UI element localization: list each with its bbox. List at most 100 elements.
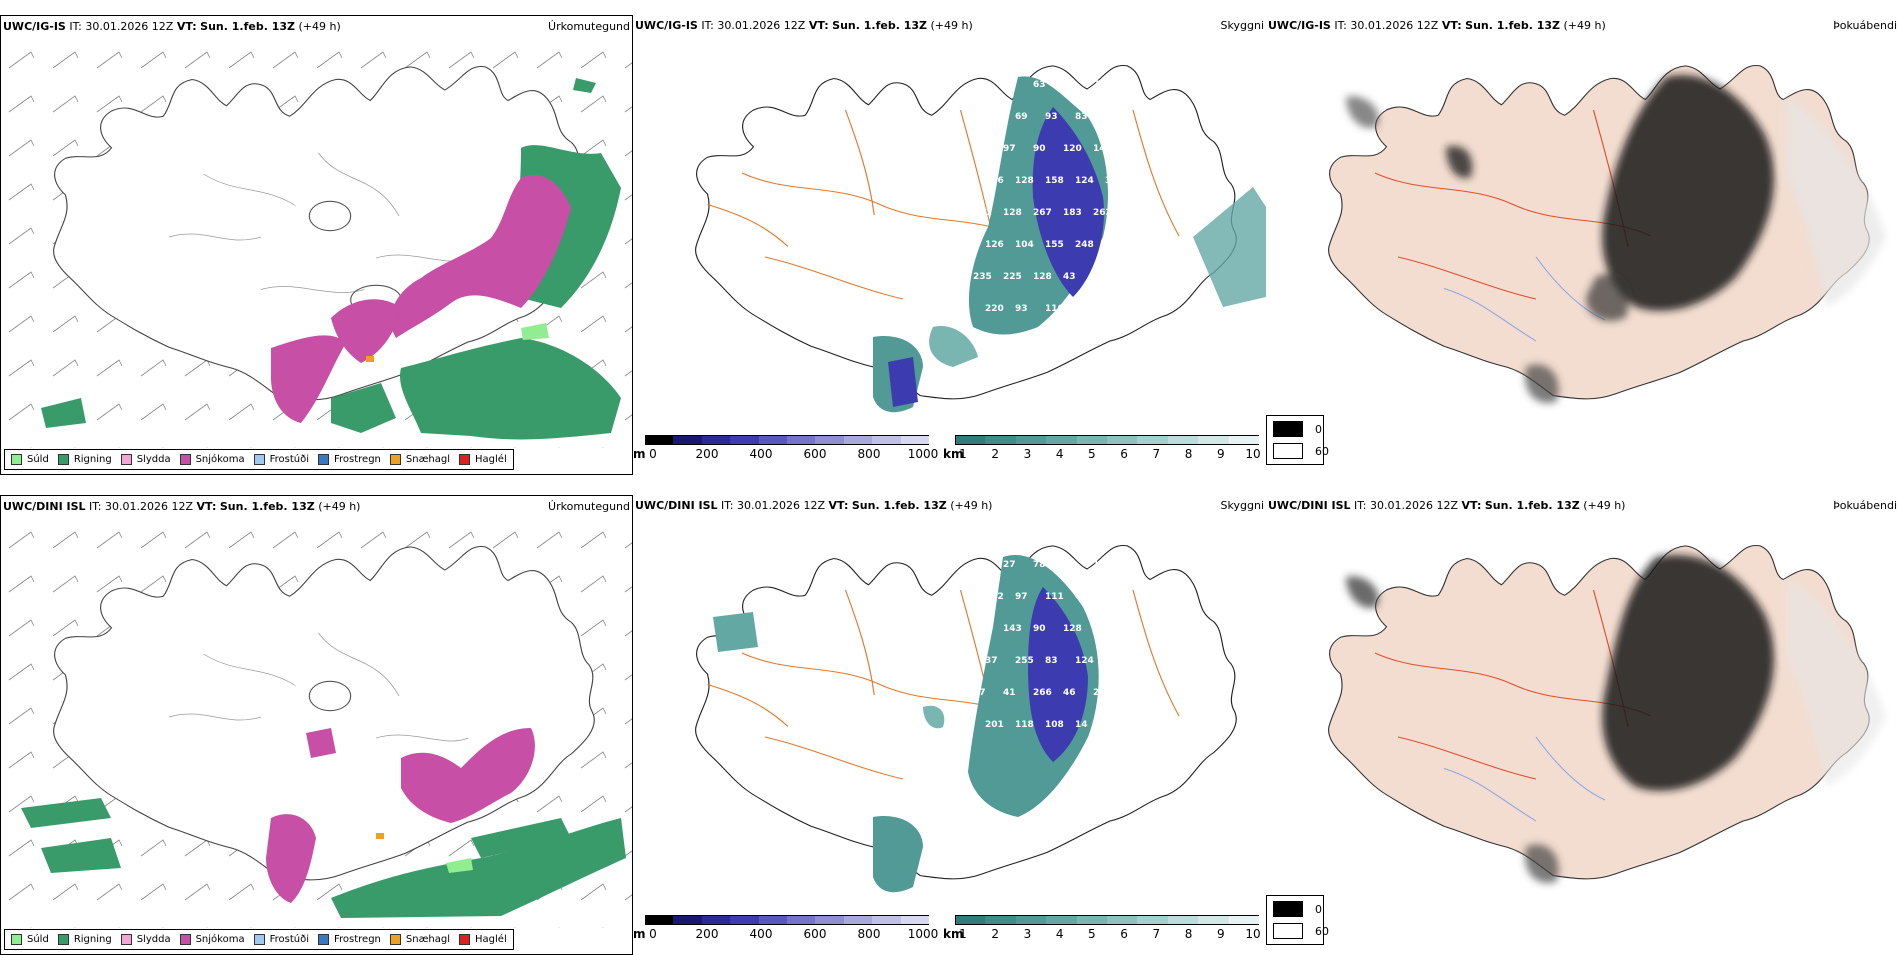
fog-key-label: 0: [1315, 422, 1322, 436]
cloud-base-value: 267: [1033, 208, 1052, 218]
visibility-colorbar: km 1 2 3 4 5 6 7 8 9 10: [943, 435, 1263, 465]
legend-label: Súld: [27, 934, 49, 945]
it-value: 30.01.2026 12Z: [105, 500, 194, 513]
colorbar-segment: [1137, 435, 1168, 445]
cloud-base-value: 125: [973, 144, 992, 154]
cloud-base-value: 18: [973, 80, 986, 90]
vt-label: VT:: [196, 500, 217, 513]
colorbar-segment: [815, 435, 844, 445]
legend-label: Rigning: [73, 454, 112, 465]
colorbar-segment: [1046, 435, 1077, 445]
cloud-base-value: 64: [985, 112, 998, 122]
cloud-base-value: 104: [1015, 240, 1034, 250]
panel-title: Úrkomutegund: [548, 500, 630, 513]
fog-key-row: 0: [1273, 421, 1322, 437]
cloud-base-value: 128: [1063, 624, 1082, 634]
vt-label: VT:: [1441, 19, 1462, 32]
legend-item: Snjókoma: [179, 454, 245, 465]
cloud-base-value: 37: [985, 656, 998, 666]
cloud-base-value: 90: [1033, 144, 1046, 154]
colorbar-tick: 5: [1088, 447, 1096, 461]
fog-key-row: 0: [1273, 901, 1322, 917]
cloud-base-value: 211: [973, 208, 992, 218]
legend-swatch: [11, 454, 22, 465]
colorbar-segment: [1228, 915, 1259, 925]
cloud-base-value: 90: [1033, 624, 1046, 634]
it-label: IT:: [89, 500, 102, 513]
colorbar-segment: [872, 915, 901, 925]
colorbar-tick: 1000: [907, 447, 939, 461]
legend-label: Snjókoma: [195, 934, 245, 945]
colorbar-tick: 6: [1120, 927, 1128, 941]
colorbar-tick: 200: [695, 927, 719, 941]
colorbar-segment: [872, 435, 901, 445]
cloud-base-value: 97: [1015, 592, 1028, 602]
legend-item: Súld: [11, 934, 49, 945]
vt-label: VT:: [828, 499, 849, 512]
colorbar-tick: 8: [1184, 927, 1193, 941]
it-label: IT:: [701, 19, 714, 32]
fog-key-label: 60: [1315, 444, 1329, 458]
cloud-base-value: 266: [1033, 688, 1052, 698]
colorbar-segment: [1107, 435, 1138, 445]
legend-swatch: [389, 934, 401, 945]
cloud-base-value: 69: [1015, 112, 1028, 122]
vt-label: VT:: [1461, 499, 1482, 512]
colorbar-segment: [815, 915, 844, 925]
colorbar-segment: [1046, 915, 1077, 925]
legend-label: Frostúði: [269, 934, 309, 945]
fog-index-panel-2: UWC/DINI ISL IT: 30.01.2026 12Z VT: Sun.…: [1266, 495, 1899, 955]
vt-value: Sun. 1.feb. 13Z: [832, 19, 928, 32]
panel-title: Skyggni: [1220, 19, 1264, 32]
legend-label: Slydda: [136, 454, 171, 465]
cloud-base-value: 14: [1075, 720, 1088, 730]
panel-header: UWC/DINI ISL IT: 30.01.2026 12Z VT: Sun.…: [3, 500, 360, 513]
model-name: UWC/DINI ISL: [3, 500, 86, 513]
panel-header: UWC/IG-IS IT: 30.01.2026 12Z VT: Sun. 1.…: [1268, 19, 1606, 32]
colorbar-segment: [1107, 915, 1138, 925]
colorbar-segment: [758, 435, 787, 445]
cloud-base-value: 93: [1045, 112, 1058, 122]
lead-time: (+49 h): [930, 19, 973, 32]
colorbar-segment: [900, 915, 929, 925]
legend-label: Snjókoma: [195, 454, 245, 465]
lead-time: (+49 h): [950, 499, 993, 512]
it-value: 30.01.2026 12Z: [717, 19, 806, 32]
cloud-base-value: 128: [1003, 208, 1022, 218]
cloud-base-value: 97: [1003, 144, 1016, 154]
cloud-base-value: 83: [973, 560, 986, 570]
cloud-base-value: 128: [973, 624, 992, 634]
panel-title: Úrkomutegund: [548, 20, 630, 33]
colorbar-unit: m: [633, 927, 646, 941]
fog-key-row: 60: [1273, 923, 1329, 939]
legend-swatch: [459, 934, 471, 945]
colorbar-unit: km: [943, 447, 964, 461]
colorbar-segment: [1015, 435, 1047, 445]
legend-item: Haglél: [459, 934, 507, 945]
lead-time: (+49 h): [1583, 499, 1626, 512]
cloud-base-map: 18 71 63 66 73 64 69 93 83 93 125 97 90 120 142 126 128 1…: [695, 64, 1266, 413]
vt-value: Sun. 1.feb. 13Z: [1465, 19, 1561, 32]
cloud-base-value: 220: [985, 304, 1004, 314]
cloud-base-value: 46: [1063, 688, 1076, 698]
cloud-base-value: 14: [1093, 560, 1106, 570]
colorbar-segment: [787, 435, 816, 445]
cloud-base-value: 116: [1045, 304, 1064, 314]
colorbar-segment: [900, 435, 929, 445]
cloud-base-labels: 83 27 78 55 14 102 97 111 65 76 128 143 90 128 133 37 25…: [973, 560, 1124, 730]
legend-item: Frostúði: [253, 934, 309, 945]
colorbar-segment: [758, 915, 787, 925]
precip-type-panel-1: UWC/IG-IS IT: 30.01.2026 12Z VT: Sun. 1.…: [0, 15, 633, 475]
colorbar-tick: 10: [1245, 447, 1261, 461]
fog-map: [1328, 64, 1886, 403]
cloud-base-value: 120: [1063, 144, 1082, 154]
it-value: 30.01.2026 12Z: [1370, 499, 1459, 512]
cloud-base-colorbar: m 0 200 400 600 800 1000: [633, 435, 938, 465]
colorbar-tick: 3: [1023, 927, 1032, 941]
colorbar-segment: [843, 435, 873, 445]
it-label: IT:: [1334, 19, 1347, 32]
vt-value: Sun. 1.feb. 13Z: [219, 500, 315, 513]
cloud-base-value: 124: [1075, 176, 1094, 186]
cloud-base-value: 133: [1093, 624, 1112, 634]
cloud-base-value: 108: [1045, 720, 1064, 730]
